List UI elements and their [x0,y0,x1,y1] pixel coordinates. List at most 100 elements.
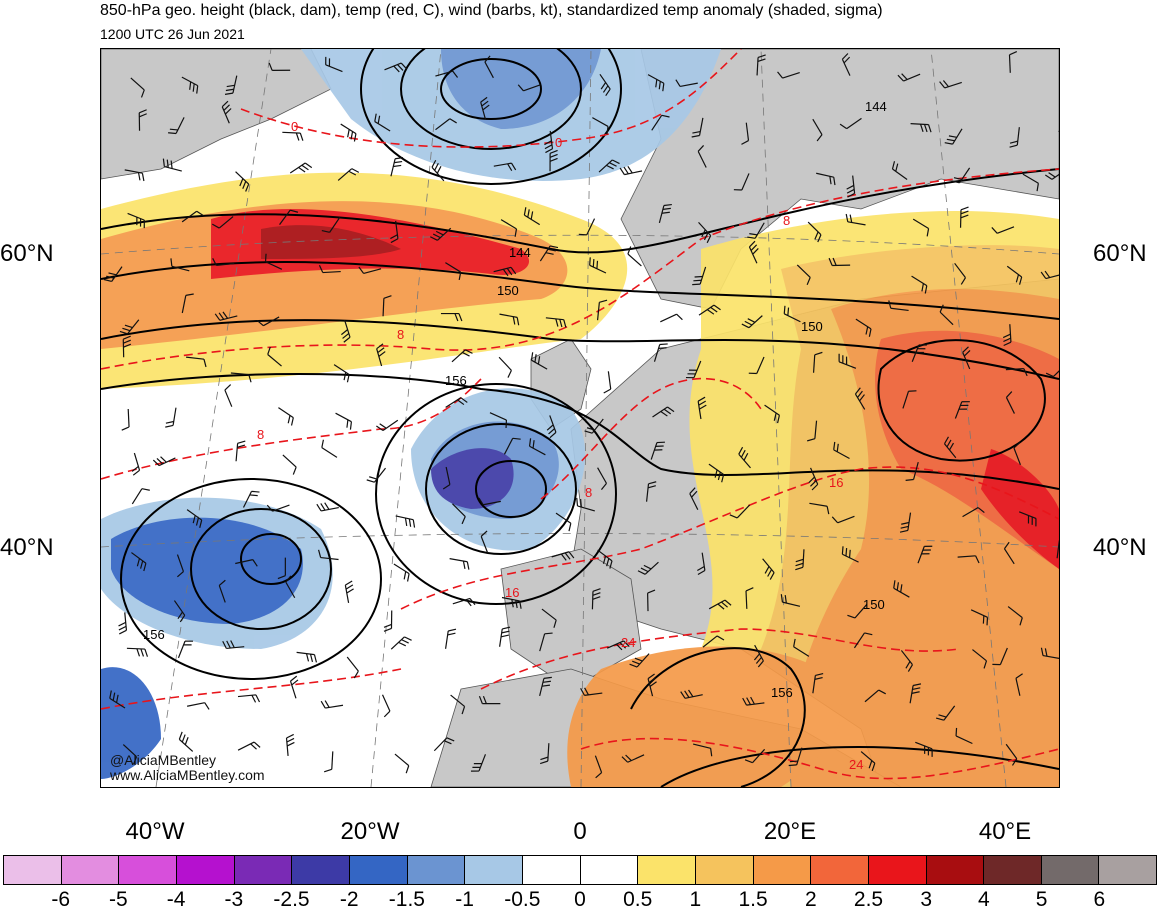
wind-barb [708,463,725,483]
wind-barb [138,109,147,131]
wind-barb [911,275,928,294]
height-label-156-south: 156 [771,685,793,700]
colorbar-segment-12 [695,856,754,884]
wind-barb [742,696,765,706]
wind-barb [237,694,261,703]
wind-barb [278,407,294,426]
wind-barb [733,173,750,191]
anomaly-southwest-cold [101,667,161,779]
wind-barb [390,157,404,177]
wind-barb [685,360,702,379]
graticule-lon-40e [930,49,1007,787]
colorbar-tick-label: 2.5 [853,888,884,911]
wind-barb [235,171,250,192]
wind-barb [598,159,620,173]
wind-barb [435,118,457,131]
temp-label-8-b: 8 [257,427,264,442]
height-contour-low-atlantic-3 [120,478,382,680]
colorbar-tick-label: 2 [804,888,817,911]
wind-barb [991,226,1015,234]
wind-barb [484,55,494,79]
wind-barb [264,253,283,270]
wind-barb [796,264,811,286]
wind-barb [131,488,150,505]
wind-barb [1018,511,1037,527]
wind-barb [584,418,604,434]
wind-barb [393,563,410,582]
wind-barb [833,441,850,460]
wind-barb [753,644,764,668]
wind-barb [795,549,805,571]
height-label-156-west: 156 [143,627,165,642]
wind-barb [828,257,851,267]
wind-barb [127,212,145,229]
wind-barb [897,73,921,82]
colorbar-segment-9 [522,856,581,884]
wind-barb [235,559,258,567]
wind-barb [235,440,246,462]
colorbar-tick-label: -2.5 [273,888,310,911]
wind-barb [384,62,408,73]
wind-barb [812,673,824,694]
wind-barb [603,371,612,394]
wind-barb [1006,265,1023,285]
wind-barb [435,70,459,78]
wind-barb [450,694,466,715]
wind-barb [390,636,412,650]
wind-barbs [103,51,1059,779]
wind-barb [555,512,572,532]
colorbar-tick-label: 1.5 [738,888,768,911]
lat-label-60n-right: 60°N [1093,240,1147,267]
height-contour-3 [101,319,1059,380]
anomaly-warm-band-peak [261,225,401,259]
wind-barb [1002,324,1012,347]
wind-barb [809,502,830,515]
graticule-lon-20w [370,49,442,787]
wind-barb [320,700,344,709]
wind-barb [317,549,339,561]
wind-barb [168,117,185,135]
wind-barb [381,694,391,718]
wind-barb [900,650,913,672]
wind-barb [939,304,954,326]
wind-barb [316,502,339,512]
wind-barb [812,118,823,142]
wind-barb [839,117,862,130]
map-valid-time: 1200 UTC 26 Jun 2021 [100,26,245,42]
graticule-lat-40 [101,533,1059,548]
wind-barb [647,74,665,92]
wind-barb [909,683,922,704]
wind-barb [847,604,868,619]
wind-barb [130,77,145,98]
temp-contour-16a [400,466,1059,610]
lat-label-60n-left: 60°N [0,240,54,267]
wind-barb [211,216,234,229]
anomaly-north-cold-core [441,49,601,129]
wind-barb [745,587,754,609]
wind-barb [1056,540,1059,559]
wind-barb [675,79,698,88]
wind-barb [1005,743,1018,766]
wind-barb [452,597,476,607]
wind-barb [637,561,659,575]
colorbar-segment-1 [61,856,120,884]
temp-label-24: 24 [621,635,635,650]
wind-barb [181,76,199,94]
wind-barb [596,299,608,321]
wind-barb [576,497,595,512]
wind-barb [335,412,353,430]
wind-barb [853,632,873,649]
colorbar-tick-label: 4 [978,888,990,911]
lon-label-40e: 40°E [978,818,1032,845]
wind-barb [212,258,235,267]
anomaly-shading [101,49,1059,787]
wind-barb [500,219,518,237]
height-contour-low-iberia-2 [425,423,577,555]
wind-barb [812,351,823,373]
wind-barb [285,733,295,756]
wind-barb [619,165,643,176]
wind-barb [545,317,567,328]
wind-barb [653,343,668,362]
wind-barb [597,467,608,490]
wind-barb [912,218,930,237]
